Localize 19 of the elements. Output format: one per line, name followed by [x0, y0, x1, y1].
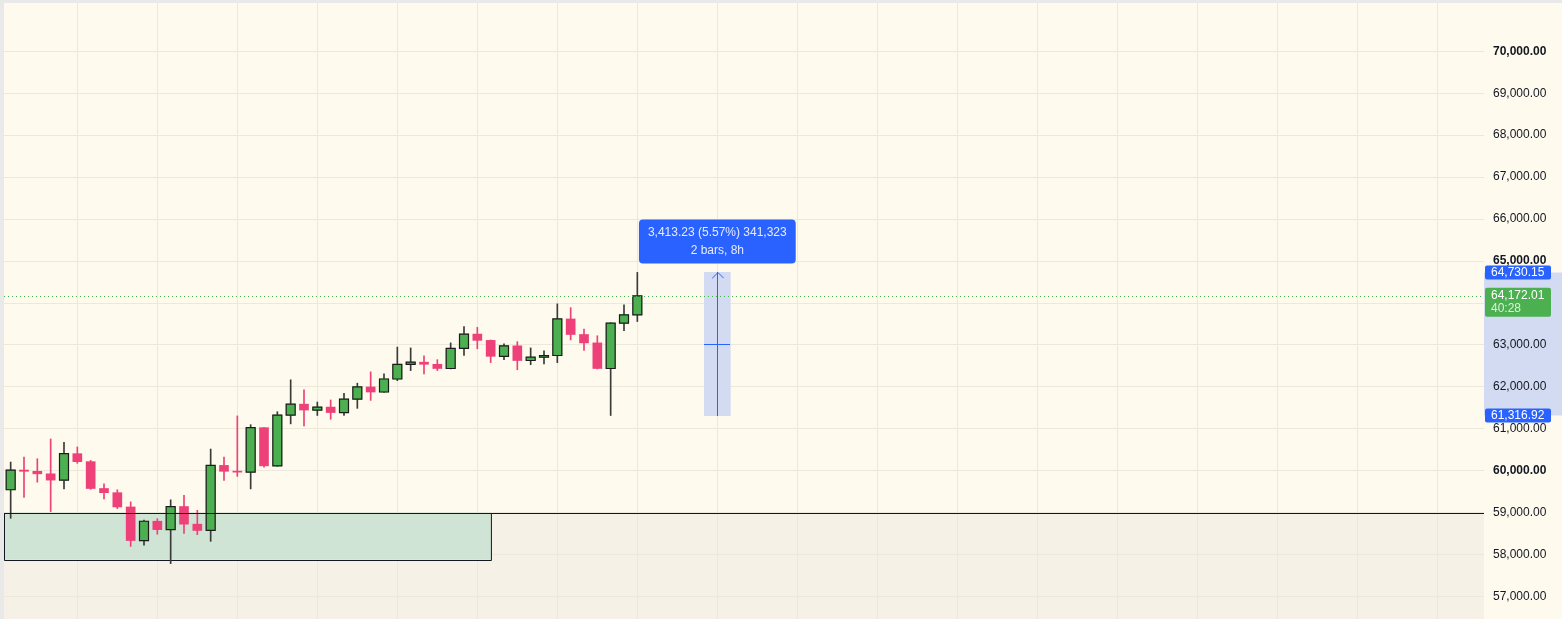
- y-tick-label: 58,000.00: [1493, 547, 1547, 562]
- y-tick-label: 61,000.00: [1493, 421, 1547, 436]
- y-tick-label: 67,000.00: [1493, 169, 1547, 184]
- y-tick-label: 65,000.00: [1493, 253, 1547, 268]
- ref-line-label: 64,172.01: [1491, 288, 1545, 303]
- y-tick-label: 66,000.00: [1493, 211, 1547, 226]
- y-tick-label: 57,000.00: [1493, 589, 1547, 604]
- text: 61,316.92: [1491, 408, 1545, 423]
- y-tick-label: 70,000.00: [1493, 43, 1547, 58]
- y-tick-label: 68,000.00: [1493, 127, 1547, 142]
- annotation: 3,413.23 (5.57%) 341,323: [647, 224, 788, 239]
- y-tick-label: 60,000.00: [1493, 463, 1547, 478]
- y-tick-label: 69,000.00: [1493, 85, 1547, 100]
- y-tick-label: 59,000.00: [1493, 505, 1547, 520]
- text: 40:28: [1491, 301, 1522, 316]
- text: 64,730.15: [1491, 265, 1545, 280]
- y-tick-label: 63,000.00: [1493, 337, 1547, 352]
- annotation: 2 bars, 8h: [690, 242, 745, 257]
- y-tick-label: 62,000.00: [1493, 379, 1547, 394]
